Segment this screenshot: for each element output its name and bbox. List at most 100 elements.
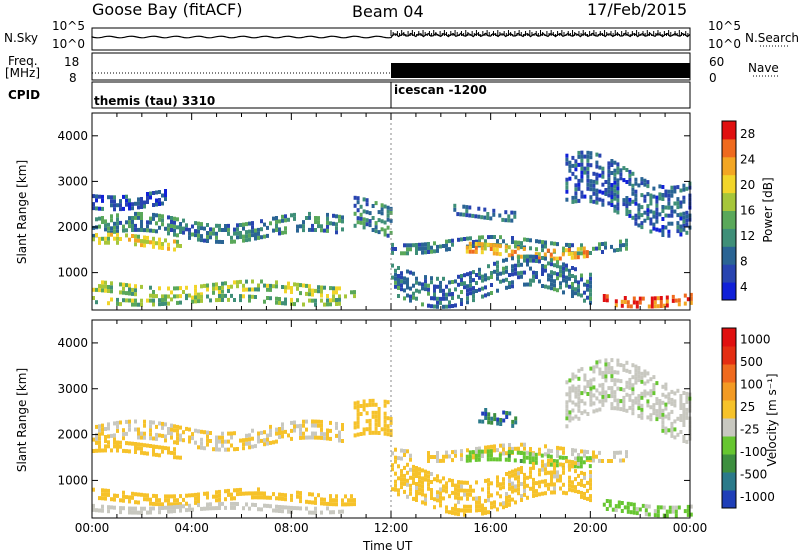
velocity-cell (463, 504, 466, 509)
velocity-cell (579, 456, 583, 461)
power-cell (676, 221, 680, 226)
power-cell (167, 215, 170, 220)
velocity-cell (406, 478, 409, 483)
velocity-cell (356, 408, 360, 413)
power-cell (595, 180, 599, 185)
power-cell (667, 229, 671, 234)
power-cell (526, 282, 529, 287)
power-cell (167, 242, 170, 247)
power-cell (122, 206, 125, 211)
velocity-cell (95, 424, 98, 429)
power-cell (128, 198, 131, 203)
power-cell (335, 298, 338, 302)
power-cell (221, 281, 224, 286)
power-cell (520, 245, 523, 250)
velocity-cell (391, 451, 394, 456)
power-cell (460, 278, 463, 282)
velocity-cell (514, 472, 517, 477)
velocity-cell (481, 411, 485, 416)
velocity-cell (505, 492, 508, 496)
velocity-cell (101, 508, 104, 513)
velocity-cell (523, 492, 526, 497)
velocity-cell (628, 405, 632, 410)
velocity-cell (565, 404, 569, 409)
power-cell (490, 291, 493, 295)
velocity-cell (671, 505, 675, 510)
velocity-cell (665, 513, 669, 518)
velocity-cell (478, 500, 481, 505)
velocity-cell (116, 444, 119, 449)
power-cell (131, 291, 134, 296)
velocity-cell (311, 500, 314, 505)
power-cell (335, 222, 338, 227)
power-cell (445, 292, 448, 297)
velocity-cell (236, 488, 239, 493)
velocity-cell (415, 482, 418, 486)
velocity-cell (472, 496, 475, 501)
power-cell (492, 243, 496, 248)
velocity-cell (101, 496, 104, 501)
velocity-cell (433, 505, 436, 510)
velocity-cell (640, 379, 644, 384)
velocity-cell (209, 431, 212, 435)
velocity-cell (544, 463, 547, 468)
velocity-cell (134, 427, 137, 432)
power-cell (456, 212, 460, 217)
velocity-cell (646, 399, 650, 404)
power-cell (568, 160, 572, 165)
power-cell (164, 301, 167, 306)
velocity-cell (299, 427, 302, 432)
velocity-cell (601, 398, 605, 403)
power-cell (140, 298, 143, 303)
velocity-cell (263, 442, 266, 447)
power-cell (504, 248, 508, 253)
power-cell (445, 239, 448, 244)
velocity-cell (592, 365, 596, 370)
power-cell (565, 185, 569, 190)
velocity-cell (592, 369, 596, 374)
velocity-cell (212, 447, 215, 452)
power-cell (131, 287, 134, 292)
power-cell (101, 236, 104, 241)
power-cell (221, 298, 224, 302)
freq-tick-top: 18 (64, 55, 80, 69)
power-cell (598, 197, 602, 202)
velocity-cell (517, 467, 520, 472)
power-cell (380, 227, 384, 232)
velocity-cell (101, 492, 104, 497)
velocity-cell (632, 502, 636, 507)
power-colorbar-swatch (722, 210, 736, 229)
power-cell (523, 270, 526, 275)
power-cell (474, 249, 478, 254)
power-cell (453, 207, 457, 212)
power-cell (146, 224, 149, 229)
velocity-cell (565, 459, 568, 464)
velocity-cell (101, 427, 104, 432)
power-cell (478, 271, 481, 276)
power-cell (577, 150, 581, 155)
velocity-cell (374, 414, 378, 419)
velocity-cell (673, 399, 677, 404)
velocity-cell (236, 492, 239, 497)
velocity-cell (371, 402, 375, 407)
velocity-cell (637, 378, 641, 383)
power-cell (164, 226, 167, 231)
power-cell (296, 298, 299, 303)
power-cell (209, 235, 212, 240)
power-cell (652, 194, 656, 199)
power-colorbar-tick: 20 (740, 178, 755, 192)
velocity-cell (661, 408, 665, 413)
power-cell (601, 166, 605, 171)
velocity-cell (534, 460, 538, 465)
power-cell (683, 293, 687, 298)
velocity-cell (275, 496, 278, 501)
velocity-cell (179, 508, 182, 513)
velocity-cell (628, 397, 632, 402)
power-cell (502, 278, 505, 283)
power-cell (637, 211, 641, 216)
power-cell (155, 190, 158, 195)
velocity-cell (556, 449, 559, 454)
power-cell (290, 213, 293, 218)
velocity-cell (619, 399, 623, 404)
velocity-cell (299, 499, 302, 504)
